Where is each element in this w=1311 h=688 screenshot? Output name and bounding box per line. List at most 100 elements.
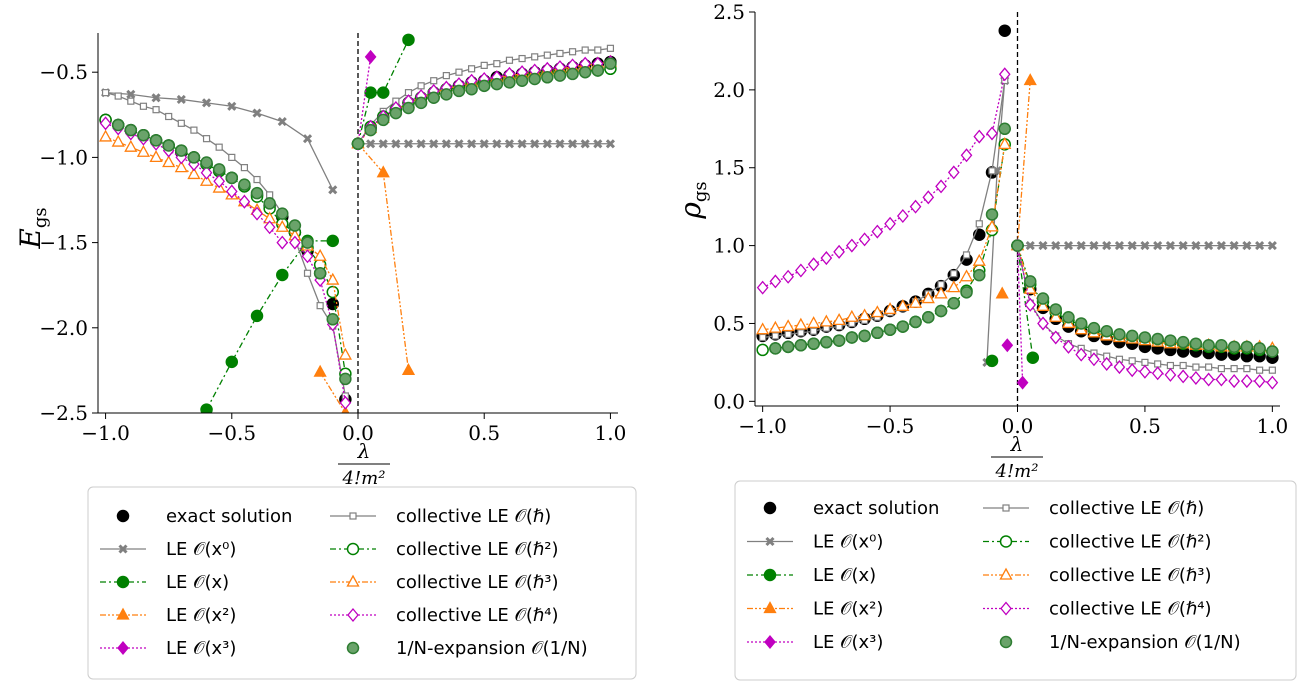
series-line-le3 (1016, 245, 1024, 383)
point-c3 (883, 302, 897, 315)
point-c1 (165, 112, 173, 121)
point-c3 (136, 144, 151, 157)
point-le0 (1255, 241, 1265, 251)
point-n (414, 96, 428, 110)
point-c3 (1049, 309, 1063, 322)
point-n (781, 340, 795, 354)
legend-label-le1: LE 𝒪(x) (813, 565, 876, 586)
series-line-le2 (357, 143, 410, 371)
point-c4 (263, 220, 276, 235)
point-c3 (921, 291, 935, 304)
point-c1 (975, 220, 983, 228)
point-c4 (858, 232, 871, 247)
point-c4 (99, 116, 112, 131)
point-le2 (995, 286, 1009, 299)
point-le0 (555, 139, 565, 149)
energy-xlabel-den: 4!m² (342, 468, 386, 489)
point-le0 (479, 139, 489, 149)
point-c1 (480, 61, 488, 69)
point-c1 (962, 251, 971, 259)
point-c3 (896, 298, 910, 311)
point-le0 (416, 139, 426, 149)
x-tick-label: 0.5 (468, 421, 500, 445)
point-c3 (313, 248, 327, 261)
point-c4 (1139, 364, 1151, 379)
point-le0 (151, 93, 161, 103)
point-c4 (1024, 297, 1037, 312)
legend-marker-exact (116, 509, 130, 523)
point-c1 (101, 89, 110, 97)
series-line-le3 (357, 56, 372, 144)
legend-entry-le1: LE 𝒪(x) (747, 565, 876, 586)
legend-label-n: 1/N-expansion 𝒪(1/N) (396, 638, 588, 659)
point-n (1036, 292, 1050, 305)
point-c1 (568, 48, 577, 56)
point-c4 (251, 206, 263, 221)
point-n (238, 178, 251, 191)
point-n (301, 236, 314, 249)
point-le0 (580, 139, 590, 149)
point-n (985, 208, 999, 221)
point-c4 (833, 244, 845, 259)
point-le0 (1127, 241, 1137, 251)
point-c1 (455, 68, 463, 76)
point-le0 (605, 139, 615, 149)
point-c1 (797, 329, 805, 337)
y-tick-label: 2.0 (713, 78, 745, 102)
point-c1 (127, 97, 135, 105)
point-c4 (225, 184, 238, 199)
legend-entry-c1: collective LE 𝒪(ℏ) (330, 506, 551, 527)
point-n (276, 207, 289, 220)
point-n (452, 84, 466, 98)
point-c4 (922, 190, 935, 205)
point-n (578, 65, 592, 79)
legend-marker-exact (763, 501, 777, 515)
x-tick-label: 1.0 (595, 421, 627, 445)
point-c3 (199, 173, 214, 186)
legend-entry-c4: collective LE 𝒪(ℏ⁴) (983, 599, 1212, 620)
point-le0 (378, 139, 388, 149)
point-c3 (959, 269, 974, 282)
density-chart: −1.0 −0.5 0.0 0.5 1.00.00.51.01.52.02.5 ρgs … (674, 0, 1288, 482)
point-n (1266, 345, 1279, 358)
point-le0 (366, 139, 376, 149)
point-c4 (871, 224, 884, 239)
point-le0 (1140, 241, 1150, 251)
legend-label-exact: exact solution (813, 498, 939, 519)
point-le0 (441, 139, 451, 149)
point-n (896, 320, 910, 333)
legend-entry-c4: collective LE 𝒪(ℏ⁴) (330, 605, 559, 626)
legend-marker-c2 (346, 542, 360, 556)
point-le0 (429, 139, 439, 149)
point-c1 (1192, 363, 1200, 371)
point-c4 (1037, 316, 1049, 331)
point-c1 (1128, 357, 1136, 365)
point-n (1062, 310, 1075, 324)
point-le0 (454, 139, 464, 149)
y-tick-label: −2.0 (39, 316, 88, 340)
point-le0 (1089, 241, 1099, 251)
point-c1 (543, 51, 551, 59)
point-n (934, 304, 948, 318)
legend-label-le0: LE 𝒪(x⁰) (166, 539, 236, 560)
point-c1 (1205, 363, 1213, 371)
point-n (515, 74, 529, 87)
point-c1 (1217, 365, 1225, 373)
point-c3 (162, 155, 176, 168)
point-n (604, 57, 617, 70)
point-n (960, 286, 973, 299)
point-c1 (1154, 360, 1162, 368)
y-tick-label: 0.0 (713, 389, 745, 413)
point-c4 (1266, 375, 1279, 390)
y-tick-label: −1.0 (39, 145, 88, 169)
point-n (1176, 335, 1190, 349)
point-c1 (177, 119, 185, 127)
point-c3 (832, 312, 846, 325)
point-le2 (341, 405, 350, 413)
point-le0 (568, 139, 578, 149)
point-c1 (518, 54, 526, 63)
energy-ylabel: Egs (14, 207, 51, 249)
point-c1 (430, 77, 438, 85)
point-le0 (1114, 241, 1125, 251)
